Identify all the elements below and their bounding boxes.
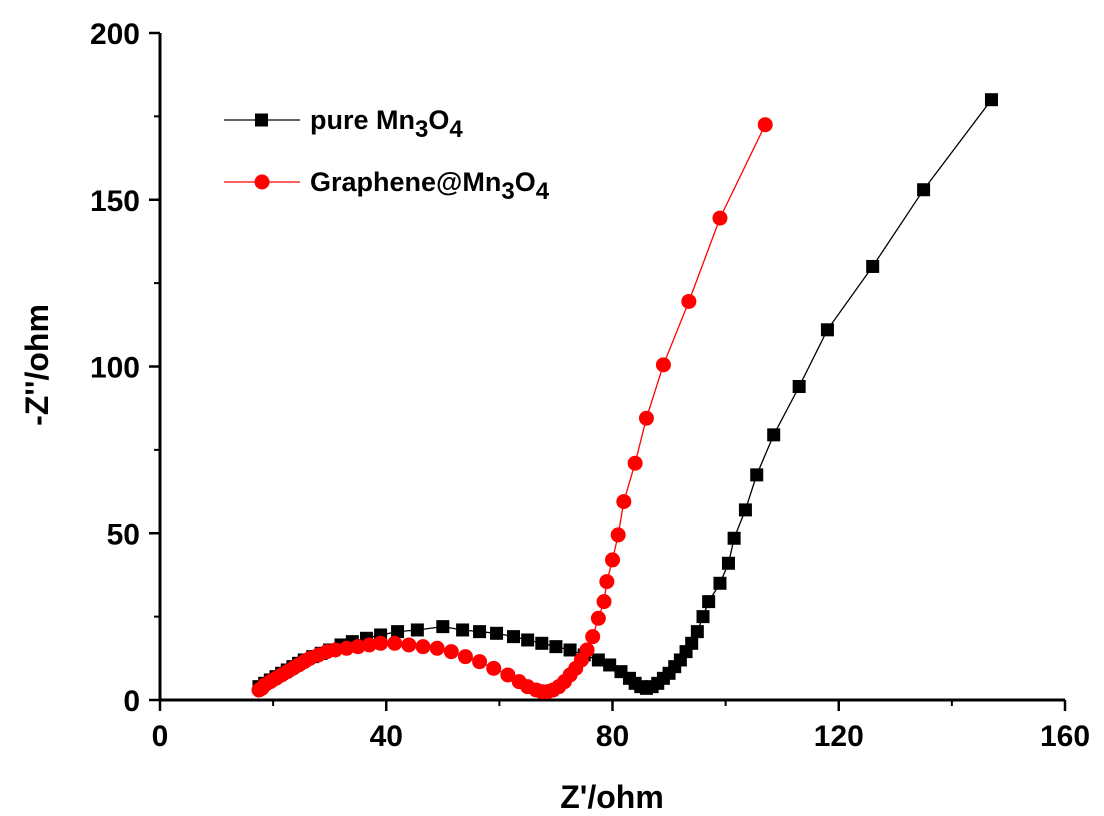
data-point [486, 660, 502, 676]
series-2 [251, 117, 773, 700]
data-point [339, 640, 355, 656]
data-point [685, 636, 699, 650]
y-tick-label: 50 [107, 518, 140, 551]
data-point [820, 323, 834, 337]
x-tick-label: 0 [152, 720, 169, 753]
data-point [866, 259, 880, 273]
data-point [456, 623, 470, 637]
data-point [500, 667, 516, 683]
legend-marker [255, 113, 268, 127]
data-point [984, 93, 998, 107]
x-tick-label: 80 [596, 720, 629, 753]
data-point [721, 556, 735, 570]
data-point [757, 117, 773, 133]
data-point [472, 654, 488, 670]
legend-marker [254, 174, 270, 190]
data-point [712, 210, 728, 226]
x-tick-label: 40 [370, 720, 403, 753]
data-point [410, 623, 424, 637]
data-point [373, 635, 389, 651]
data-point [415, 639, 431, 655]
data-point [655, 357, 671, 373]
data-point [603, 658, 617, 672]
data-point [350, 639, 366, 655]
data-point [443, 644, 459, 660]
legend-label: pure Mn3O4 [310, 105, 463, 143]
series-line [258, 124, 766, 693]
data-point [681, 293, 697, 309]
data-point [638, 410, 654, 426]
y-axis-title: -Z''/ohm [19, 304, 55, 426]
data-point [590, 610, 606, 626]
data-point [792, 380, 806, 394]
data-point [917, 183, 931, 197]
data-point [696, 610, 710, 624]
data-point [610, 527, 626, 543]
y-tick-label: 0 [123, 685, 140, 718]
data-point [585, 629, 601, 645]
data-point [579, 642, 595, 658]
data-point [436, 620, 450, 634]
legend: pure Mn3O4 Graphene@Mn3O4 [224, 105, 550, 205]
data-point [750, 468, 764, 482]
legend-entry-2: Graphene@Mn3O4 [224, 167, 550, 205]
data-point [429, 640, 445, 656]
data-point [535, 636, 549, 650]
data-point [713, 576, 727, 590]
axes: 0 40 80 120 160 0 50 100 150 200 [90, 18, 1090, 753]
data-point [605, 552, 620, 568]
data-point [401, 637, 417, 653]
data-point [490, 626, 504, 640]
data-point [563, 643, 577, 657]
data-point [596, 594, 612, 610]
y-tick-label: 100 [90, 352, 140, 385]
data-point [702, 595, 716, 609]
data-point [473, 625, 487, 639]
x-axis-title: Z'/ohm [560, 779, 664, 815]
x-tick-label: 120 [814, 720, 864, 753]
data-point [457, 649, 473, 665]
data-point [690, 625, 704, 639]
series-layer [251, 93, 998, 700]
data-point [767, 428, 781, 442]
data-point [361, 637, 377, 653]
data-point [599, 574, 615, 590]
data-point [727, 531, 741, 545]
data-point [549, 640, 563, 654]
legend-label: Graphene@Mn3O4 [310, 167, 550, 205]
x-tick-label: 160 [1040, 720, 1090, 753]
data-point [391, 625, 405, 639]
y-tick-label: 200 [90, 18, 140, 51]
data-point [521, 633, 535, 647]
data-point [327, 642, 343, 658]
data-point [507, 630, 521, 644]
data-point [591, 653, 605, 667]
data-point [387, 635, 403, 651]
y-tick-label: 150 [90, 185, 140, 218]
legend-entry-1: pure Mn3O4 [224, 105, 463, 143]
data-point [738, 503, 752, 517]
data-point [627, 455, 643, 471]
data-point [616, 494, 632, 510]
